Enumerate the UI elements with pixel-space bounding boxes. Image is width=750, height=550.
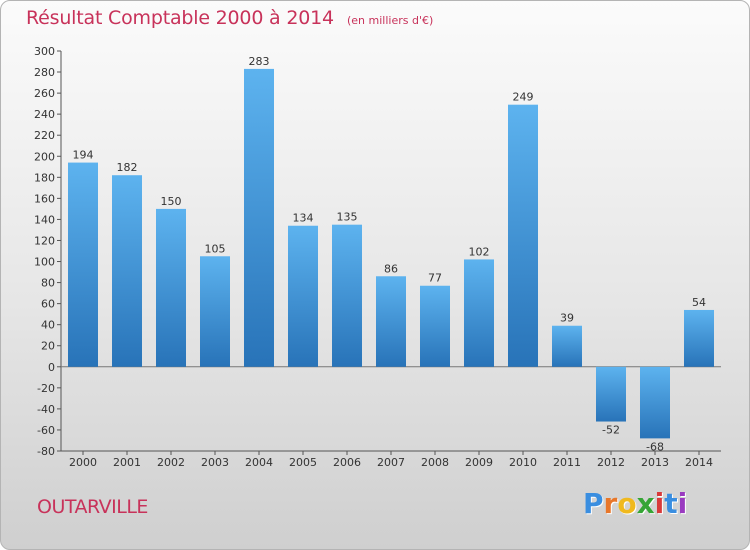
- data-label: 39: [560, 312, 574, 325]
- bar: [464, 259, 494, 367]
- data-label: -68: [646, 440, 664, 453]
- y-tick-label: 160: [34, 192, 55, 205]
- y-tick-label: 260: [34, 87, 55, 100]
- bar: [68, 162, 98, 367]
- labels-layer: 194 182 150 105 283 134 135 86 77 102 249 39 -52 -68 5…: [73, 55, 707, 453]
- bar: [376, 276, 406, 367]
- x-tick-label: 2001: [113, 456, 141, 469]
- brand-logo-letter: P: [583, 487, 604, 520]
- y-tick-label: 300: [34, 45, 55, 58]
- bar: [156, 208, 186, 367]
- y-tick-label: 240: [34, 108, 55, 121]
- y-tick-label: 280: [34, 66, 55, 79]
- x-tick-label: 2009: [465, 456, 493, 469]
- bar: [332, 224, 362, 367]
- y-tick-label: 100: [34, 256, 55, 269]
- data-label: 182: [117, 161, 138, 174]
- bar: [244, 68, 274, 367]
- data-label: 77: [428, 272, 442, 285]
- y-tick-label: 120: [34, 234, 55, 247]
- brand-logo-letter: i: [677, 487, 688, 520]
- data-label: -52: [602, 424, 620, 437]
- bars-layer: [68, 68, 714, 439]
- x-tick-label: 2008: [421, 456, 449, 469]
- data-label: 86: [384, 262, 398, 275]
- x-tick-label: 2011: [553, 456, 581, 469]
- bar: [596, 366, 626, 422]
- bar: [684, 309, 714, 367]
- y-tick-label: 200: [34, 150, 55, 163]
- y-tick-label: 80: [41, 277, 55, 290]
- y-tick-label: 140: [34, 213, 55, 226]
- data-label: 54: [692, 296, 706, 309]
- bar: [552, 325, 582, 367]
- x-tick-label: 2000: [69, 456, 97, 469]
- bar: [420, 285, 450, 367]
- y-tick-label: 20: [41, 340, 55, 353]
- bar: [112, 175, 142, 367]
- bar: [640, 366, 670, 439]
- chart-subtitle: (en milliers d'€): [346, 14, 434, 27]
- axes-layer: -80-60-40-200204060801001201401601802002…: [34, 45, 721, 469]
- place-name: OUTARVILLE: [37, 496, 148, 518]
- data-label: 135: [337, 211, 358, 224]
- y-tick-label: -20: [37, 382, 55, 395]
- x-tick-label: 2005: [289, 456, 317, 469]
- data-label: 194: [73, 149, 94, 162]
- x-tick-label: 2004: [245, 456, 273, 469]
- brand-logo-letter: i: [654, 487, 665, 520]
- bar: [288, 225, 318, 367]
- data-label: 249: [513, 91, 534, 104]
- data-label: 134: [293, 212, 314, 225]
- data-label: 283: [249, 55, 270, 68]
- y-tick-label: 180: [34, 171, 55, 184]
- data-label: 150: [161, 195, 182, 208]
- brand-logo-letter: x: [636, 487, 655, 520]
- brand-logo-letter: o: [617, 487, 637, 520]
- chart-title: Résultat Comptable 2000 à 2014: [26, 7, 334, 29]
- data-label: 102: [469, 245, 490, 258]
- x-tick-label: 2014: [685, 456, 713, 469]
- x-tick-label: 2013: [641, 456, 669, 469]
- y-tick-label: -80: [37, 445, 55, 458]
- x-tick-label: 2006: [333, 456, 361, 469]
- y-tick-label: 220: [34, 129, 55, 142]
- x-tick-label: 2010: [509, 456, 537, 469]
- x-tick-label: 2007: [377, 456, 405, 469]
- brand-logo-letter: r: [603, 487, 618, 520]
- title-row: Résultat Comptable 2000 à 2014 (en milli…: [26, 7, 433, 29]
- y-tick-label: 40: [41, 319, 55, 332]
- brand-logo: Proxiti: [583, 487, 687, 520]
- y-tick-label: 0: [48, 361, 55, 374]
- x-tick-label: 2002: [157, 456, 185, 469]
- x-tick-label: 2003: [201, 456, 229, 469]
- data-label: 105: [205, 242, 226, 255]
- bar: [200, 256, 230, 367]
- y-tick-label: -40: [37, 403, 55, 416]
- y-tick-label: -60: [37, 424, 55, 437]
- brand-logo-letter: t: [664, 487, 678, 520]
- x-tick-label: 2012: [597, 456, 625, 469]
- y-tick-label: 60: [41, 298, 55, 311]
- bar: [508, 104, 538, 367]
